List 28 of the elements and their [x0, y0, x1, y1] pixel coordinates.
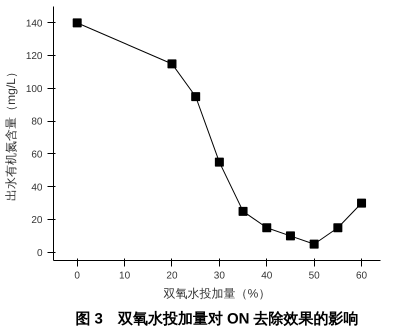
y-axis-title: 出水有机氮含量（mg/L）	[4, 66, 18, 201]
point	[333, 223, 342, 232]
y-tick-label: 120	[26, 51, 43, 62]
point	[238, 206, 248, 216]
y-tick-label: 60	[31, 149, 43, 160]
point	[286, 231, 295, 240]
text: 图 3 双氧水投加量对 ON 去除效果的影响	[75, 310, 359, 328]
point	[262, 223, 272, 232]
point	[191, 92, 200, 102]
y-tick-label: 100	[26, 84, 43, 95]
x-tick-label: 20	[166, 270, 178, 282]
point	[72, 18, 82, 28]
x-tick-label: 30	[214, 270, 226, 282]
x-tick-label: 50	[308, 270, 320, 282]
x-tick-label: 0	[74, 270, 80, 282]
x-tick-label: 10	[119, 270, 131, 282]
y-tick-label: 0	[36, 248, 43, 259]
point	[310, 240, 319, 249]
point	[357, 198, 366, 208]
point	[167, 59, 176, 68]
point	[214, 158, 224, 167]
y-tick-label: 40	[31, 182, 43, 194]
y-tick-label: 20	[31, 215, 43, 226]
x-tick-label: 40	[261, 270, 273, 282]
y-tick-label: 140	[26, 18, 43, 30]
x-axis-title: 双氧水投加量（%）	[164, 286, 270, 300]
y-tick-label: 80	[31, 116, 43, 128]
x-tick-label: 60	[356, 270, 368, 282]
